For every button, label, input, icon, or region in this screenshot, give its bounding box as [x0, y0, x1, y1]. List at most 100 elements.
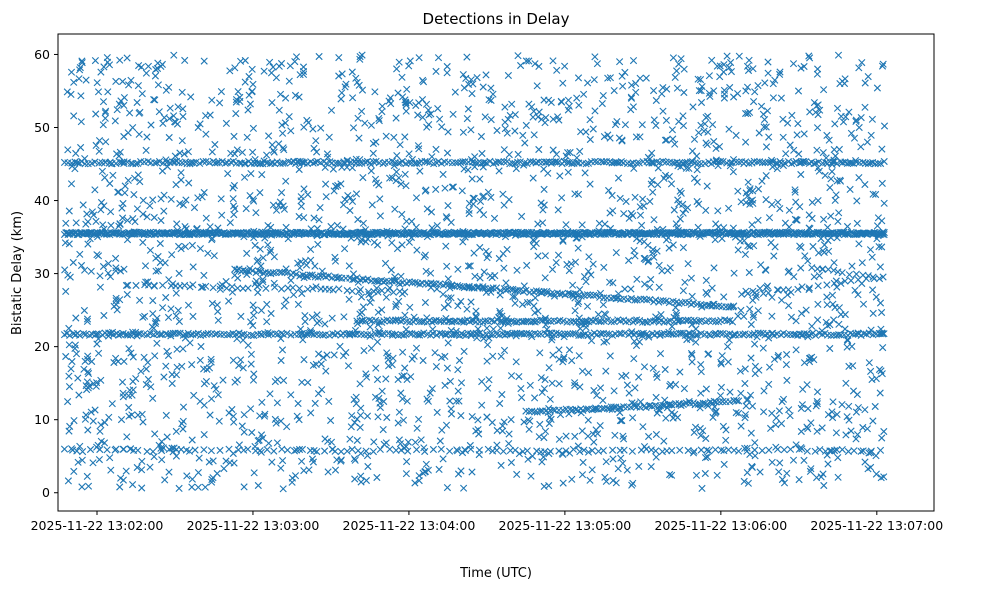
clutter-point — [557, 97, 565, 105]
clutter-point — [609, 455, 617, 463]
track-point — [727, 303, 735, 311]
track-point — [149, 448, 157, 456]
clutter-point — [621, 121, 629, 129]
clutter-point — [87, 408, 95, 416]
clutter-point — [422, 460, 430, 468]
clutter-point — [806, 108, 814, 116]
clutter-point — [505, 430, 513, 438]
clutter-point — [476, 175, 484, 183]
clutter-point — [348, 197, 357, 205]
clutter-point — [540, 482, 548, 490]
track-point — [179, 331, 187, 339]
clutter-point — [571, 432, 579, 440]
clutter-point — [520, 418, 528, 426]
clutter-point — [762, 143, 771, 151]
clutter-point — [208, 478, 216, 486]
clutter-point — [742, 138, 750, 146]
clutter-point — [496, 309, 504, 317]
clutter-point — [150, 213, 158, 222]
clutter-point — [115, 188, 123, 196]
clutter-point — [641, 280, 649, 288]
clutter-point — [437, 353, 446, 362]
clutter-point — [500, 346, 509, 354]
clutter-point — [282, 177, 290, 185]
clutter-point — [696, 424, 704, 433]
track-point — [805, 331, 813, 339]
track-point — [489, 284, 497, 292]
track-point — [659, 401, 667, 409]
track-point — [262, 284, 270, 292]
track-point — [655, 403, 663, 411]
clutter-point — [574, 442, 582, 450]
track-point — [562, 447, 570, 455]
clutter-point — [857, 114, 865, 122]
track-point — [656, 297, 665, 305]
track-point — [391, 276, 399, 284]
clutter-point — [285, 77, 293, 85]
clutter-point — [272, 206, 281, 214]
clutter-point — [834, 473, 842, 481]
clutter-point — [472, 312, 480, 320]
clutter-point — [688, 292, 696, 300]
track-point — [658, 330, 666, 338]
clutter-point — [791, 186, 799, 194]
clutter-point — [64, 146, 72, 154]
clutter-point — [327, 106, 336, 114]
clutter-point — [465, 206, 473, 214]
clutter-point — [341, 245, 349, 253]
clutter-point — [263, 300, 271, 308]
clutter-point — [841, 310, 849, 319]
track-point — [816, 446, 824, 454]
clutter-point — [820, 481, 828, 490]
clutter-point — [458, 187, 466, 195]
clutter-point — [562, 432, 570, 440]
clutter-point — [185, 179, 193, 187]
clutter-point — [359, 303, 367, 311]
clutter-point — [412, 194, 421, 202]
track-point — [301, 331, 309, 339]
clutter-point — [620, 210, 628, 218]
clutter-point — [281, 119, 289, 127]
track-point — [692, 318, 700, 326]
track-point — [476, 329, 484, 337]
clutter-point — [697, 431, 705, 440]
clutter-point — [583, 302, 592, 310]
clutter-point — [162, 411, 170, 419]
track-point — [525, 330, 533, 338]
clutter-point — [177, 245, 185, 253]
clutter-point — [82, 76, 90, 84]
clutter-point — [247, 405, 255, 413]
clutter-point — [323, 351, 331, 359]
clutter-point — [554, 206, 562, 214]
clutter-point — [826, 321, 834, 329]
clutter-point — [327, 438, 336, 446]
clutter-point — [541, 252, 549, 260]
clutter-point — [727, 68, 735, 76]
clutter-point — [224, 170, 232, 178]
track-point — [199, 157, 207, 166]
clutter-point — [77, 261, 86, 270]
clutter-point — [581, 169, 589, 177]
track-point — [716, 157, 725, 165]
clutter-point — [83, 210, 91, 218]
clutter-point — [136, 178, 144, 186]
clutter-point — [72, 219, 80, 227]
clutter-point — [685, 164, 693, 172]
clutter-point — [804, 405, 812, 413]
track-point — [878, 230, 887, 238]
clutter-point — [380, 440, 388, 448]
clutter-point — [619, 459, 627, 467]
clutter-point — [136, 296, 144, 304]
clutter-point — [571, 379, 579, 387]
clutter-point — [508, 100, 516, 108]
clutter-point — [190, 204, 199, 212]
clutter-point — [794, 120, 802, 128]
clutter-point — [206, 111, 214, 119]
clutter-point — [356, 55, 364, 63]
track-point — [603, 330, 611, 338]
clutter-point — [589, 125, 597, 133]
clutter-point — [618, 136, 626, 144]
clutter-point — [834, 217, 842, 225]
clutter-point — [123, 290, 131, 299]
clutter-point — [366, 323, 374, 331]
